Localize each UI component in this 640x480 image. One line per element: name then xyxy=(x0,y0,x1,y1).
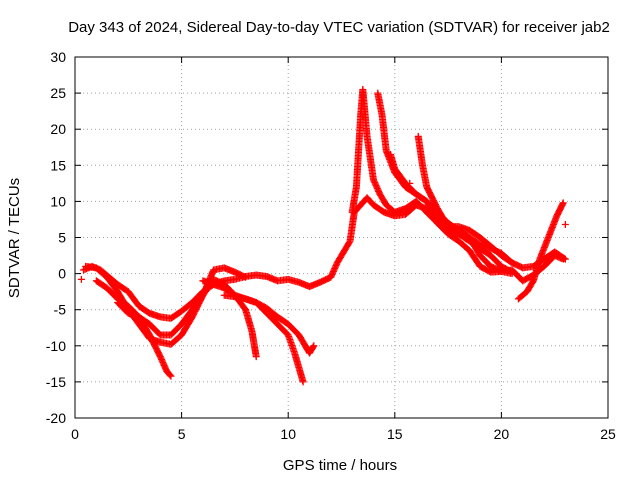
x-tick-label: 20 xyxy=(494,426,510,442)
data-point-marker xyxy=(508,268,516,276)
x-tick-label: 0 xyxy=(71,426,79,442)
data-point-marker xyxy=(406,179,414,187)
grid-lines xyxy=(75,57,608,418)
series-track-k xyxy=(514,199,567,303)
y-tick-label: 15 xyxy=(50,157,66,173)
y-axis-ticks: -20 -15 -10 -5 0 5 10 15 20 25 30 xyxy=(46,49,608,426)
data-point-marker xyxy=(559,199,567,207)
y-tick-label: 25 xyxy=(50,85,66,101)
data-point-marker xyxy=(507,267,515,275)
y-tick-label: -10 xyxy=(46,338,66,354)
data-point-marker xyxy=(299,378,307,386)
y-tick-label: 0 xyxy=(58,266,66,282)
x-axis-ticks: 0 5 10 15 20 25 xyxy=(71,57,616,442)
series-track-e xyxy=(199,277,307,386)
x-tick-label: 25 xyxy=(600,426,616,442)
series-track-g xyxy=(348,85,516,278)
data-point-marker xyxy=(560,254,568,262)
data-point-marker xyxy=(77,275,85,283)
y-tick-label: 10 xyxy=(50,193,66,209)
chart-title: Day 343 of 2024, Sidereal Day-to-day VTE… xyxy=(68,19,610,36)
y-tick-label: 20 xyxy=(50,121,66,137)
data-point-marker xyxy=(252,353,260,361)
data-point-marker xyxy=(561,221,569,229)
x-tick-label: 10 xyxy=(280,426,296,442)
series-track-f xyxy=(220,291,318,357)
data-point-marker xyxy=(309,343,317,351)
x-tick-label: 15 xyxy=(387,426,403,442)
y-tick-label: -20 xyxy=(46,410,66,426)
data-point-marker xyxy=(166,371,174,379)
y-axis-label: SDTVAR / TECUs xyxy=(6,178,23,298)
x-axis-label: GPS time / hours xyxy=(283,457,397,474)
series-track-d xyxy=(114,275,260,361)
data-point-marker xyxy=(561,255,569,263)
data-point-marker xyxy=(167,372,175,380)
data-point-marker xyxy=(242,273,250,281)
y-tick-label: -15 xyxy=(46,374,66,390)
y-tick-label: -5 xyxy=(54,302,67,318)
x-tick-label: 5 xyxy=(178,426,186,442)
series-track-c xyxy=(92,277,175,380)
series-track-j xyxy=(414,132,569,272)
y-tick-label: 5 xyxy=(58,230,66,246)
data-marks xyxy=(77,85,569,386)
data-point-marker xyxy=(310,342,318,350)
plot-frame xyxy=(74,56,609,419)
isolated-points xyxy=(77,169,569,283)
data-point-marker xyxy=(391,169,399,177)
y-tick-label: 30 xyxy=(50,49,66,65)
